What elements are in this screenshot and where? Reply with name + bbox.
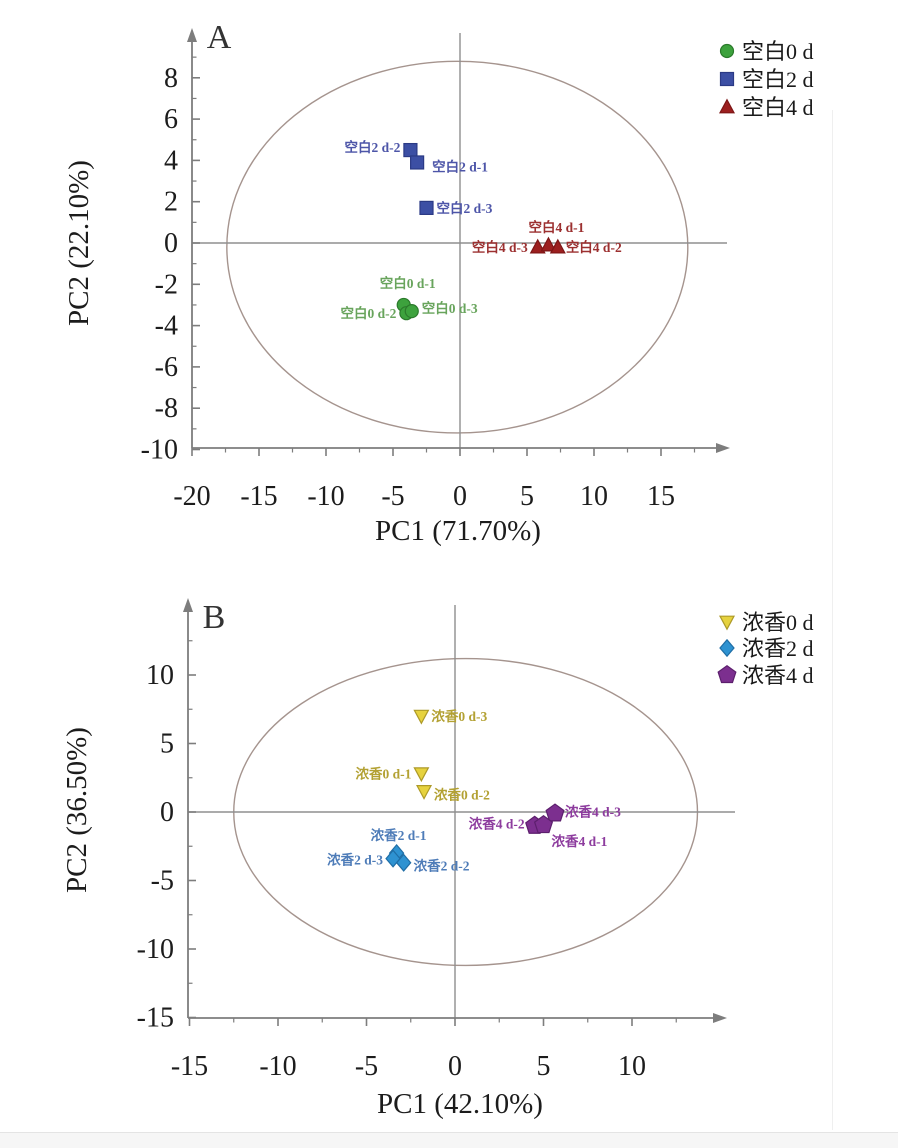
pca-panel-a: -20 -15 -10 -5 0 5 10 15 8 6 4 2 0 -2 -4 -6 -8 -10 PC1 (71… [63, 19, 814, 547]
y-axis-arrow-icon [187, 28, 197, 42]
point-label: 浓香2 d-3 [327, 852, 383, 868]
legend-item: 空白4 d [718, 95, 814, 120]
x-tick-label: 0 [448, 1051, 462, 1082]
x-tick-label: -5 [381, 481, 404, 512]
x-axis-arrow-icon [713, 1013, 727, 1023]
y-tick-label: 8 [164, 63, 178, 94]
x-tick-label: -10 [259, 1051, 296, 1082]
confidence-ellipse [226, 60, 689, 434]
point-label: 空白4 d-1 [528, 219, 584, 235]
legend-marker-icon [719, 71, 735, 87]
data-point [413, 709, 430, 725]
point-label: 浓香4 d-2 [469, 816, 525, 832]
y-tick-label: -4 [155, 311, 178, 342]
page-edge-right [832, 110, 833, 1130]
legend-label: 浓香4 d [742, 663, 814, 688]
x-axis-title: PC1 (71.70%) [375, 515, 541, 547]
point-label: 空白0 d-3 [422, 300, 478, 316]
legend-marker-icon [719, 638, 735, 658]
legend-label: 浓香2 d [742, 636, 814, 661]
point-label: 空白0 d-1 [380, 275, 436, 291]
x-tick-label: -15 [240, 481, 277, 512]
point-label: 空白2 d-1 [432, 158, 488, 174]
data-point [545, 803, 565, 822]
point-label: 空白4 d-3 [472, 239, 528, 255]
legend-label: 空白0 d [742, 39, 814, 64]
x-tick-label: -20 [173, 481, 210, 512]
y-tick-label: -5 [151, 866, 174, 897]
x-tick-label: 15 [647, 481, 675, 512]
legend-marker-icon [718, 615, 736, 631]
pca-panel-b: -15 -10 -5 0 5 10 10 5 0 -5 -10 -15 PC1 (42.10%) PC2 … [61, 598, 814, 1120]
x-tick-label: -10 [307, 481, 344, 512]
data-point [529, 238, 546, 254]
legend-item: 浓香2 d [719, 636, 814, 661]
page-edge-bottom [0, 1132, 898, 1148]
y-tick-label: 5 [160, 729, 174, 760]
data-point [413, 767, 430, 783]
point-label: 浓香0 d-1 [355, 766, 411, 782]
y-tick-label: 6 [164, 104, 178, 135]
legend-marker-icon [717, 664, 737, 684]
legend-label: 空白4 d [742, 95, 814, 120]
legend-marker-icon [718, 98, 736, 114]
point-label: 空白4 d-2 [566, 239, 622, 255]
y-tick-label: -10 [137, 934, 174, 965]
point-label: 空白2 d-3 [437, 200, 493, 216]
legend-item: 空白0 d [719, 39, 814, 64]
data-point [404, 304, 419, 319]
y-tick-label: -6 [155, 352, 178, 383]
data-point [419, 200, 434, 215]
y-tick-label: 2 [164, 187, 178, 218]
legend-label: 浓香0 d [742, 610, 814, 635]
y-axis-title: PC2 (22.10%) [63, 160, 95, 326]
x-tick-label: -5 [355, 1051, 378, 1082]
y-tick-label: 4 [164, 145, 178, 176]
x-tick-label: -15 [171, 1051, 208, 1082]
data-point [403, 142, 418, 158]
point-label: 浓香2 d-1 [371, 827, 427, 843]
data-point [549, 238, 566, 254]
panel-label: A [207, 19, 232, 56]
y-tick-label: 10 [146, 660, 174, 691]
legend-marker-icon [719, 43, 735, 59]
x-tick-label: 10 [618, 1051, 646, 1082]
data-point [395, 853, 412, 872]
point-label: 空白2 d-2 [345, 139, 401, 155]
x-tick-label: 10 [580, 481, 608, 512]
point-label: 浓香4 d-1 [552, 833, 608, 849]
x-tick-label: 5 [520, 481, 534, 512]
point-label: 浓香4 d-3 [565, 803, 621, 819]
point-label: 浓香0 d-2 [434, 786, 490, 802]
x-tick-label: 0 [453, 481, 467, 512]
point-label: 浓香0 d-3 [431, 708, 487, 724]
x-axis-title: PC1 (42.10%) [377, 1088, 543, 1120]
y-tick-label: -15 [137, 1003, 174, 1034]
data-point [416, 785, 433, 800]
data-point [540, 236, 557, 252]
y-tick-label: -2 [155, 269, 178, 300]
x-axis-arrow-icon [716, 443, 730, 453]
point-label: 空白0 d-2 [341, 305, 397, 321]
y-tick-label: -8 [155, 393, 178, 424]
data-point [533, 814, 554, 834]
legend-item: 浓香4 d [717, 663, 814, 688]
x-tick-label: 5 [537, 1051, 551, 1082]
y-axis-title: PC2 (36.50%) [61, 727, 93, 893]
y-axis-arrow-icon [183, 598, 193, 612]
y-tick-label: 0 [164, 228, 178, 259]
y-tick-label: 0 [160, 797, 174, 828]
legend-item: 浓香0 d [718, 610, 814, 635]
point-label: 浓香2 d-2 [414, 858, 470, 874]
y-tick-label: -10 [141, 435, 178, 466]
legend-label: 空白2 d [742, 67, 814, 92]
data-point [410, 155, 425, 170]
panel-label: B [203, 599, 226, 636]
legend-item: 空白2 d [719, 67, 814, 92]
